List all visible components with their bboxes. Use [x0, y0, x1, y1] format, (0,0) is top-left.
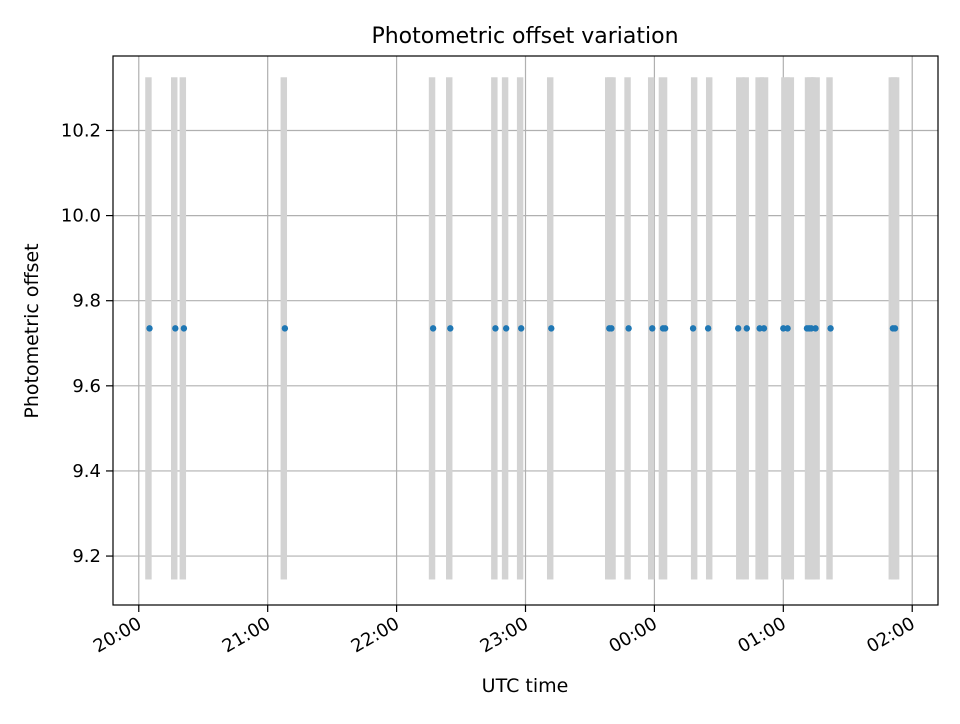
y-tick-label: 9.8 [72, 291, 101, 312]
data-point [891, 325, 899, 332]
y-tick-label: 10.2 [61, 120, 101, 141]
data-point [734, 325, 742, 332]
data-point [146, 325, 153, 332]
data-point [784, 325, 791, 332]
y-tick-label: 9.4 [72, 461, 101, 482]
data-point [492, 325, 499, 332]
y-tick-label: 10.0 [61, 206, 101, 227]
data-point [661, 325, 669, 332]
chart-title: Photometric offset variation [371, 24, 678, 49]
data-point [608, 325, 615, 332]
data-point [689, 325, 697, 332]
data-point [281, 325, 289, 332]
data-point [704, 325, 712, 332]
data-point [625, 325, 632, 332]
y-tick-label: 9.6 [72, 376, 101, 397]
data-point [180, 325, 188, 332]
data-point [649, 325, 656, 332]
y-tick-label: 9.2 [72, 546, 101, 567]
data-point [812, 325, 819, 332]
data-point [827, 325, 834, 332]
data-point [518, 325, 525, 332]
y-axis-label: Photometric offset [21, 243, 43, 418]
data-point [760, 325, 768, 332]
data-point [502, 325, 510, 332]
data-point [447, 325, 454, 332]
data-point [172, 325, 179, 332]
data-point [548, 325, 555, 332]
x-axis-label: UTC time [482, 675, 569, 697]
data-point [743, 325, 750, 332]
data-points [146, 325, 899, 332]
data-point [429, 325, 437, 332]
